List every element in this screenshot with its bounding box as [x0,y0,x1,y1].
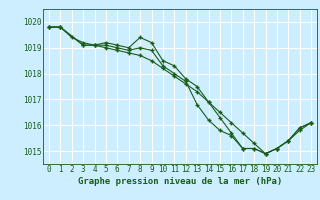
X-axis label: Graphe pression niveau de la mer (hPa): Graphe pression niveau de la mer (hPa) [78,177,282,186]
